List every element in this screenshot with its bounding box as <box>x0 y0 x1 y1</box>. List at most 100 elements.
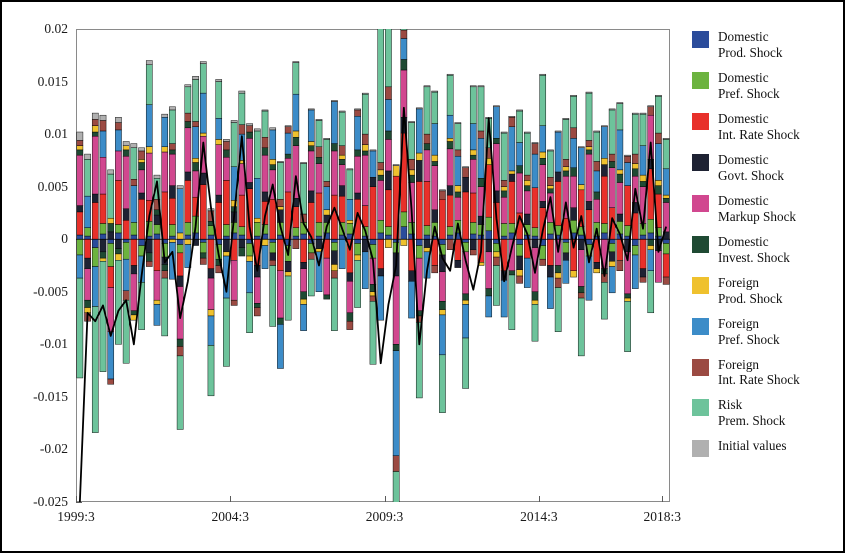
bar-segment-for_int <box>346 320 354 330</box>
bar-segment-initial <box>539 73 547 76</box>
bar-stack <box>616 102 624 271</box>
legend-item-for_int[interactable]: Foreign Int. Rate Shock <box>692 357 842 389</box>
x-tick-label: 2018:3 <box>643 509 682 524</box>
bar-stack <box>439 189 446 413</box>
bar-stack <box>516 109 523 284</box>
bar-stack <box>662 138 670 285</box>
bar-segment-for_pref <box>361 251 369 289</box>
bar-segment-risk_prem <box>207 345 215 397</box>
bar-stack <box>115 117 122 345</box>
bar-stack <box>647 105 655 314</box>
bar-segment-initial <box>562 118 570 120</box>
bar-segment-initial <box>531 142 539 144</box>
y-tick-label: -0.02 <box>39 441 68 457</box>
bar-segment-risk_prem <box>385 29 392 88</box>
legend-item-for_prod[interactable]: Foreign Prod. Shock <box>692 275 842 307</box>
bar-segment-initial <box>523 131 531 134</box>
legend-label-dom_govt: Domestic Govt. Shock <box>718 151 784 183</box>
data-line-path <box>78 106 668 502</box>
bar-segment-initial <box>238 90 246 94</box>
bar-segment-initial <box>655 94 662 97</box>
bar-stack <box>570 94 577 278</box>
bar-segment-risk_prem <box>377 29 385 163</box>
bar-segment-for_pref <box>408 281 415 319</box>
y-tick-label: 0 <box>61 231 68 247</box>
legend-label-risk_prem: Risk Prem. Shock <box>718 397 786 429</box>
bar-segment-for_pref <box>608 266 616 294</box>
bar-segment-risk_prem <box>331 277 338 331</box>
bar-segment-initial <box>184 84 192 88</box>
bar-segment-initial <box>631 112 639 115</box>
bar-stack <box>230 120 238 306</box>
legend-label-dom_prod: Domestic Prod. Shock <box>718 29 783 60</box>
bar-segment-initial <box>415 107 423 110</box>
legend-swatch-dom_prod <box>692 31 709 48</box>
bar-segment-risk_prem <box>400 29 408 31</box>
bar-segment-for_int <box>230 299 238 306</box>
legend-item-risk_prem[interactable]: Risk Prem. Shock <box>692 397 842 429</box>
bar-segment-risk_prem <box>354 260 361 308</box>
bar-stack <box>99 114 107 372</box>
legend-item-dom_pref[interactable]: Domestic Pref. Shock <box>692 70 842 102</box>
bar-segment-initial <box>408 121 415 123</box>
bar-segment-risk_prem <box>577 297 585 357</box>
legend-item-dom_govt[interactable]: Domestic Govt. Shock <box>692 152 842 184</box>
bar-stack <box>292 61 300 249</box>
bar-segment-initial <box>462 166 469 168</box>
bar-stack <box>369 149 377 365</box>
bar-segment-initial <box>84 153 91 160</box>
bar-segment-initial <box>145 60 153 65</box>
bar-stack <box>315 119 323 293</box>
bar-stack <box>145 60 153 267</box>
bar-segment-initial <box>153 174 161 179</box>
bar-stack <box>246 123 253 333</box>
bar-segment-initial <box>639 112 647 115</box>
legend-swatch-dom_int <box>692 112 709 130</box>
bar-segment-initial <box>361 92 369 95</box>
y-tick-mark <box>76 502 82 503</box>
bar-stack <box>253 128 261 317</box>
legend-item-dom_int[interactable]: Domestic Int. Rate Shock <box>692 111 842 143</box>
bar-segment-initial <box>446 73 454 76</box>
bar-segment-for_int <box>253 307 261 317</box>
bar-segment-initial <box>493 105 500 108</box>
bar-segment-risk_prem <box>223 297 230 367</box>
bar-segment-initial <box>392 164 400 166</box>
legend-swatch-dom_invest <box>692 235 709 253</box>
plot-area <box>76 29 670 502</box>
bar-segment-risk_prem <box>462 337 469 389</box>
legend-item-for_pref[interactable]: Foreign Pref. Shock <box>692 316 842 348</box>
bar-segment-for_pref <box>562 260 570 284</box>
bar-segment-initial <box>624 154 631 157</box>
bar-segment-initial <box>253 128 261 132</box>
actual-data-line <box>78 106 668 502</box>
bar-segment-for_pref <box>547 276 554 309</box>
legend-item-dom_markup[interactable]: Domestic Markup Shock <box>692 193 842 225</box>
bar-segment-initial <box>469 85 477 88</box>
legend-label-for_int: Foreign Int. Rate Shock <box>718 356 800 388</box>
legend-item-initial[interactable]: Initial values <box>692 438 842 458</box>
bar-segment-risk_prem <box>369 301 377 365</box>
bar-segment-initial <box>616 102 624 104</box>
legend-item-dom_invest[interactable]: Domestic Invest. Shock <box>692 234 842 266</box>
bar-segment-initial <box>547 149 554 152</box>
bar-stack <box>385 29 392 248</box>
bar-segment-initial <box>161 113 169 118</box>
legend-item-dom_prod[interactable]: Domestic Prod. Shock <box>692 29 842 61</box>
bar-segment-initial <box>91 112 99 120</box>
bar-segment-for_pref <box>315 251 323 293</box>
bar-stack <box>415 107 423 399</box>
bar-segment-for_pref <box>523 257 531 288</box>
bar-segment-risk_prem <box>531 304 539 342</box>
x-tick-label: 2004:3 <box>211 509 250 524</box>
bar-stack <box>562 118 570 284</box>
y-tick-label: 0.005 <box>37 178 68 194</box>
bar-segment-initial <box>454 122 462 124</box>
bar-segment-initial <box>585 91 593 94</box>
bar-segment-risk_prem <box>176 355 184 430</box>
bar-segment-initial <box>423 85 431 88</box>
bar-segment-risk_prem <box>284 275 292 321</box>
bar-segment-initial <box>315 119 323 121</box>
